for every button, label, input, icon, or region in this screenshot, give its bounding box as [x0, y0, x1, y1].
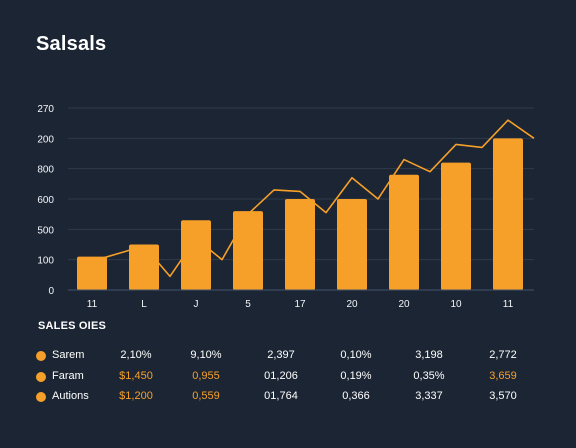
y-tick-label: 600: [37, 195, 54, 206]
x-tick-label: 20: [398, 299, 410, 310]
x-axis-labels: 11 L J 5 17 20 20 10 11: [87, 299, 514, 310]
x-tick-label: 17: [294, 299, 306, 310]
y-tick-label: 100: [37, 256, 54, 267]
bar: [233, 211, 263, 290]
y-tick-label: 270: [37, 104, 54, 115]
series-dot: [36, 351, 46, 361]
bar: [285, 199, 315, 290]
x-tick-label: 5: [245, 299, 251, 310]
table-cell: 0,366: [342, 390, 370, 402]
trend-line-path: [91, 119, 535, 278]
series-dot: [36, 372, 46, 382]
table-cell: 01,206: [264, 370, 298, 382]
table-cell: 3,337: [415, 390, 443, 402]
bar: [441, 162, 471, 290]
table-cell: $1,200: [119, 390, 153, 402]
y-axis-labels: 0 100 500 600 800 200 270: [37, 104, 54, 297]
table-cell: 0,19%: [340, 370, 372, 382]
x-tick-label: 10: [450, 299, 462, 310]
trend-line: [91, 119, 535, 278]
table-cell: 01,764: [264, 390, 298, 402]
table-cell: 0,35%: [413, 370, 445, 382]
table-title: SALES OIES: [38, 320, 107, 332]
table-cell: $1,450: [119, 370, 153, 382]
x-tick-label: 11: [503, 299, 514, 310]
y-tick-label: 0: [48, 286, 54, 297]
bar: [337, 199, 367, 290]
y-tick-label: 500: [37, 225, 54, 236]
table-cell: 3,570: [489, 390, 517, 402]
bar: [181, 220, 211, 290]
row-label: Faram: [52, 370, 84, 382]
table-cell: 0,559: [192, 390, 220, 402]
table-cell: 0,10%: [340, 349, 372, 361]
bar: [77, 256, 107, 290]
y-tick-label: 200: [37, 134, 54, 145]
x-tick-label: 20: [346, 299, 358, 310]
table-cell: 0,955: [192, 370, 220, 382]
bars: [77, 138, 523, 290]
table-cell: 2,10%: [120, 349, 152, 361]
table-row: Autions $1,200 0,559 01,764 0,366 3,337 …: [36, 390, 556, 406]
table-cell: 2,397: [267, 349, 295, 361]
row-label: Autions: [52, 390, 89, 402]
x-tick-label: L: [141, 299, 147, 310]
chart-title: Salsals: [36, 33, 107, 55]
x-tick-label: 11: [87, 299, 98, 310]
bar: [493, 138, 523, 290]
table-cell: 3,198: [415, 349, 443, 361]
table-cell: 2,772: [489, 349, 517, 361]
table-cell: 9,10%: [190, 349, 222, 361]
x-tick-label: J: [194, 299, 199, 310]
bar: [129, 244, 159, 290]
series-dot: [36, 392, 46, 402]
bar: [389, 174, 419, 290]
table-cell: 3,659: [489, 370, 517, 382]
y-tick-label: 800: [37, 165, 54, 176]
table-row: Faram $1,450 0,955 01,206 0,19% 0,35% 3,…: [36, 370, 556, 386]
row-label: Sarem: [52, 349, 85, 361]
table-row: Sarem 2,10% 9,10% 2,397 0,10% 3,198 2,77…: [36, 349, 556, 365]
